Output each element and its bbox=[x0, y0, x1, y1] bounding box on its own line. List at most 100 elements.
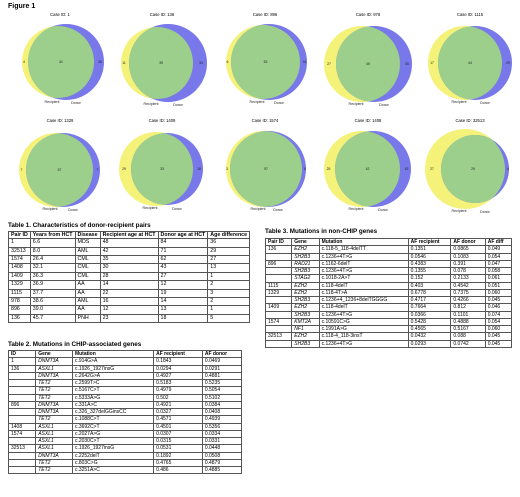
donor-label: Donor bbox=[68, 208, 79, 212]
table-row: SH2B3 c.1236+4T>G 0.0293 0.0742 0.045 bbox=[264, 339, 513, 348]
overlap-region bbox=[26, 133, 93, 207]
table-cell: 0.6778 bbox=[407, 288, 452, 298]
table-cell: 0.049 bbox=[484, 245, 513, 254]
table-cell: 43 bbox=[157, 263, 209, 273]
table-cell: AA bbox=[74, 288, 101, 299]
donor-label: Donor bbox=[379, 103, 390, 107]
table-cell: 0.0315 bbox=[153, 436, 203, 446]
table-cell: 1 bbox=[207, 271, 251, 282]
table-cell: 0.0531 bbox=[153, 444, 203, 453]
table-cell: SH2B3 bbox=[291, 339, 320, 348]
table-row: STAG2 c.1018-2A>T 0.152 0.2133 0.061 bbox=[264, 274, 513, 283]
table-cell: DNMT3A bbox=[35, 407, 73, 417]
table-row: SH2B3 c.1236+4T>G 0.0366 0.1101 0.074 bbox=[264, 310, 513, 319]
table-cell: 27 bbox=[207, 254, 251, 265]
table-cell: 36 bbox=[207, 238, 251, 248]
table-cell: 0.4266 bbox=[450, 295, 486, 305]
table-row: DNMT3A c.2642G>A 0.4927 0.4881 bbox=[7, 371, 243, 381]
table-row: 978 38.6 AML 16 14 2 bbox=[8, 297, 251, 307]
table-cell: ASXL1 bbox=[35, 429, 73, 439]
table-cell: 0.0469 bbox=[201, 357, 243, 366]
table-cell: c.2252delT bbox=[71, 451, 155, 460]
table-cell: 13 bbox=[157, 305, 209, 315]
table-cell bbox=[7, 407, 37, 417]
table-cell: 896 bbox=[8, 305, 31, 315]
venn-diagram: 27 29 4 Recipient Donor bbox=[425, 129, 509, 214]
donor-label: Donor bbox=[480, 210, 491, 214]
column-header: AF donor bbox=[201, 349, 243, 359]
table-cell: ASXL1 bbox=[35, 364, 73, 373]
table-cell: TET2 bbox=[35, 415, 73, 424]
venn-diagram: 29 33 18 Recipient Donor bbox=[119, 132, 203, 211]
venn-overlap-count: 29 bbox=[471, 167, 475, 171]
table-cell: c.1162-6delT bbox=[318, 259, 409, 269]
case-id-label: Case ID: 136 bbox=[149, 12, 175, 17]
table-row: 1 6.6 MDS 48 84 36 bbox=[8, 238, 251, 248]
venn-donor-only-count: 18 bbox=[197, 167, 201, 171]
venn-recipient-only-count: 11 bbox=[122, 61, 126, 65]
table-cell: 36.3 bbox=[29, 271, 76, 282]
table-cell: TET2 bbox=[35, 378, 73, 388]
table-cell bbox=[7, 465, 37, 475]
table-cell: TET2 bbox=[35, 386, 73, 395]
column-header: Donor age at HCT bbox=[157, 230, 209, 240]
table-cell: 1329 bbox=[8, 280, 31, 290]
table-cell: 32.1 bbox=[29, 263, 76, 273]
table-row: 896 DNMT3A c.331A>C 0.4921 0.0384 bbox=[7, 400, 243, 410]
table-cell bbox=[7, 386, 37, 395]
table-cell: EZH2 bbox=[291, 303, 320, 312]
table-row: ASXL1 c.2030C>T 0.0315 0.0331 bbox=[7, 436, 243, 446]
table-cell: c.1236+4T>G bbox=[318, 339, 409, 348]
table-row: 1409 EZH2 c.118-4delT 0.7664 0.812 0.046 bbox=[264, 303, 513, 312]
table-cell: 978 bbox=[8, 297, 31, 307]
venn-panel: Case ID: 1 4 41 38 Recipient Donor bbox=[8, 12, 112, 118]
overlap-region bbox=[231, 25, 300, 99]
table-cell: 0.051 bbox=[484, 281, 513, 290]
recipient-label: Recipient bbox=[349, 102, 364, 106]
table-cell: c.118-5_118-4delTT bbox=[318, 245, 409, 254]
table-cell: c.803C>G bbox=[71, 458, 155, 468]
venn-overlap-count: 57 bbox=[264, 167, 268, 171]
table-cell: 26.4 bbox=[29, 254, 76, 265]
table-cell: 0.054 bbox=[484, 317, 513, 327]
table-cell: 23 bbox=[99, 313, 159, 324]
venn-recipient-only-count: 25 bbox=[327, 167, 331, 171]
table-cell: 2 bbox=[207, 280, 251, 290]
case-id-label: Case ID: 1 bbox=[50, 12, 70, 17]
table-cell: 22 bbox=[99, 288, 159, 299]
table-cell: 0.0546 bbox=[407, 252, 452, 261]
venn-panel: Case ID: 1408 25 42 43 Recipient Donor bbox=[316, 118, 420, 224]
table-cell: 0.391 bbox=[450, 259, 486, 269]
table-cell: 1329 bbox=[264, 288, 293, 298]
venn-recipient-only-count: 3 bbox=[226, 167, 228, 171]
recipient-label: Recipient bbox=[43, 207, 58, 211]
table-row: SH2B3 c.1236+4T>G 0.1355 0.078 0.058 bbox=[264, 266, 513, 276]
table-cell: 0.5235 bbox=[201, 378, 243, 388]
table-cell: c.2599T>C bbox=[71, 378, 155, 388]
venn-recipient-only-count: 4 bbox=[23, 60, 25, 64]
table-row: 896 RAD21 c.1162-6delT 0.4383 0.391 0.047 bbox=[264, 259, 513, 269]
table-cell: c.2027A>G bbox=[71, 429, 155, 439]
table-cell: c.2642G>A bbox=[71, 371, 155, 381]
table-row: 1115 37.7 AA 22 19 3 bbox=[8, 288, 251, 299]
table-cell: c.1236+4_1236+8delTGGGG bbox=[318, 295, 409, 305]
table-cell: 38.6 bbox=[29, 297, 76, 307]
table-cell: SH2B3 bbox=[291, 252, 320, 261]
table-cell: PNH bbox=[74, 313, 101, 324]
table-row: TET2 c.5333A>G 0.502 0.5102 bbox=[7, 393, 243, 402]
venn-donor-only-count: 33 bbox=[199, 61, 203, 65]
table-cell: MDS bbox=[74, 238, 101, 248]
table-row: 32513 8.0 AML 42 71 29 bbox=[8, 246, 251, 257]
overlap-region bbox=[131, 133, 193, 205]
table-cell: 1574 bbox=[7, 429, 37, 439]
table-cell: c.1236+4T>G bbox=[318, 266, 409, 276]
table-cell: c.118-4delT bbox=[318, 303, 409, 312]
table-cell: c.3251A>C bbox=[71, 465, 155, 475]
table-cell: AA bbox=[74, 280, 101, 290]
table-cell: 19 bbox=[157, 288, 209, 299]
table-cell: 42 bbox=[99, 246, 159, 257]
table-cell: 0.0294 bbox=[153, 364, 203, 373]
table-cell: 0.4501 bbox=[153, 422, 203, 431]
donor-label: Donor bbox=[173, 103, 184, 107]
table-cell: EZH2 bbox=[291, 245, 320, 254]
